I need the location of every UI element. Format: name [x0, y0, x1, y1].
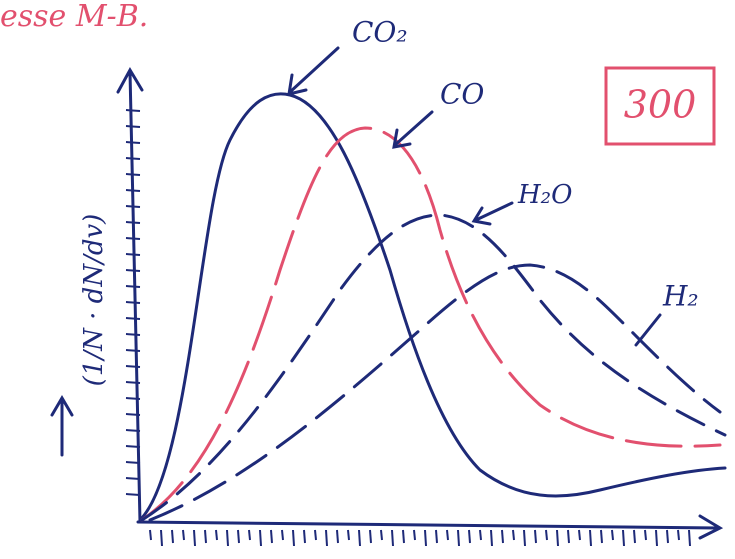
- axis-scratch: [125, 253, 141, 256]
- axis-scratch: [479, 529, 482, 541]
- axis-scratch: [556, 529, 559, 547]
- axis-scratch: [125, 493, 141, 496]
- y-axis: [116, 66, 144, 524]
- axis-scratch: [125, 477, 141, 480]
- axis-scratch: [468, 529, 471, 544]
- axis-scratch: [125, 413, 141, 416]
- axis-scratch: [435, 529, 438, 544]
- axis-scratch: [125, 365, 141, 368]
- axis-scratch: [125, 381, 141, 384]
- label-h2: H₂: [662, 280, 699, 313]
- axis-scratch: [611, 529, 614, 541]
- axis-scratch: [171, 529, 174, 544]
- axis-scratch: [125, 333, 141, 336]
- axis-scratch: [193, 529, 196, 547]
- axis-scratch: [358, 529, 361, 547]
- axis-scratch: [292, 529, 295, 547]
- curve-h2o: [140, 213, 727, 522]
- axis-scratch: [622, 529, 625, 547]
- arrow-h2o: [471, 201, 514, 226]
- curve-h2: [148, 263, 722, 522]
- axis-scratch: [567, 529, 570, 544]
- axis-scratch: [457, 529, 460, 547]
- axis-scratch: [314, 529, 317, 541]
- axis-scratch: [125, 429, 141, 432]
- axis-scratch: [633, 529, 636, 544]
- axis-scratch: [336, 529, 339, 544]
- axis-scratch: [666, 529, 669, 544]
- axis-scratch: [380, 529, 383, 541]
- axis-scratch: [125, 141, 141, 144]
- axis-scratch: [125, 125, 141, 128]
- y-label: (1/N · dN/dv): [79, 214, 109, 387]
- axis-scratch: [248, 529, 251, 541]
- axis-scratch: [125, 461, 141, 464]
- axis-scratch: [125, 285, 141, 288]
- arrow-co: [392, 110, 434, 149]
- axis-scratch: [215, 529, 218, 541]
- axis-scratch: [325, 529, 328, 547]
- axis-scratch: [446, 529, 449, 541]
- axis-scratch: [125, 221, 141, 224]
- axis-scratch: [545, 529, 548, 541]
- axes: [116, 66, 724, 547]
- axis-scratch: [347, 529, 350, 541]
- axis-scratch: [270, 529, 273, 544]
- box-label: 300: [624, 83, 697, 127]
- label-h2o: H₂O: [517, 180, 572, 210]
- axis-scratch: [125, 173, 141, 176]
- axis-scratch: [644, 529, 647, 541]
- axis-scratch: [226, 529, 229, 547]
- axis-scratch: [589, 529, 592, 547]
- axis-scratch: [125, 301, 141, 304]
- axis-scratch: [512, 529, 515, 541]
- axis-scratch: [125, 317, 141, 320]
- axis-scratch: [490, 529, 493, 547]
- axis-scratch: [125, 157, 141, 160]
- axis-scratch: [369, 529, 372, 544]
- axis-scratch: [534, 529, 537, 544]
- axis-scratch: [391, 529, 394, 547]
- axis-scratch: [160, 529, 163, 547]
- axis-scratch: [688, 529, 691, 547]
- arrow-h2: [634, 313, 662, 347]
- axis-scratch: [125, 189, 141, 192]
- label-co2: CO₂: [352, 16, 408, 49]
- axis-scratch: [523, 529, 526, 547]
- axis-scratch: [125, 397, 141, 400]
- axis-scratch: [677, 529, 680, 541]
- axis-scratch: [424, 529, 427, 547]
- axis-scratch: [281, 529, 284, 541]
- axis-scratch: [655, 529, 658, 547]
- axis-scratch: [125, 237, 141, 240]
- axis-scratch: [182, 529, 185, 541]
- axis-scratch: [600, 529, 603, 544]
- axis-scratch: [303, 529, 306, 544]
- axis-scratch: [125, 349, 141, 352]
- axis-scratch: [149, 529, 152, 541]
- axis-scratch: [402, 529, 405, 544]
- header-note: esse M-B.: [0, 0, 148, 34]
- axis-scratch: [413, 529, 416, 541]
- axis-scratch: [237, 529, 240, 544]
- axis-scratch: [259, 529, 262, 547]
- axis-scratch: [125, 109, 141, 112]
- axis-scratch: [501, 529, 504, 544]
- y-arrow: [50, 395, 74, 457]
- curve-co2: [138, 92, 727, 522]
- axis-scratch: [125, 269, 141, 272]
- label-co: CO: [440, 78, 484, 111]
- axis-scratch: [578, 529, 581, 541]
- arrow-co2: [287, 46, 340, 96]
- curve-co: [140, 126, 722, 522]
- x-axis: [136, 514, 724, 540]
- axis-scratch: [125, 445, 141, 448]
- axis-scratch: [204, 529, 207, 544]
- box: [604, 66, 716, 146]
- axis-scratch: [125, 205, 141, 208]
